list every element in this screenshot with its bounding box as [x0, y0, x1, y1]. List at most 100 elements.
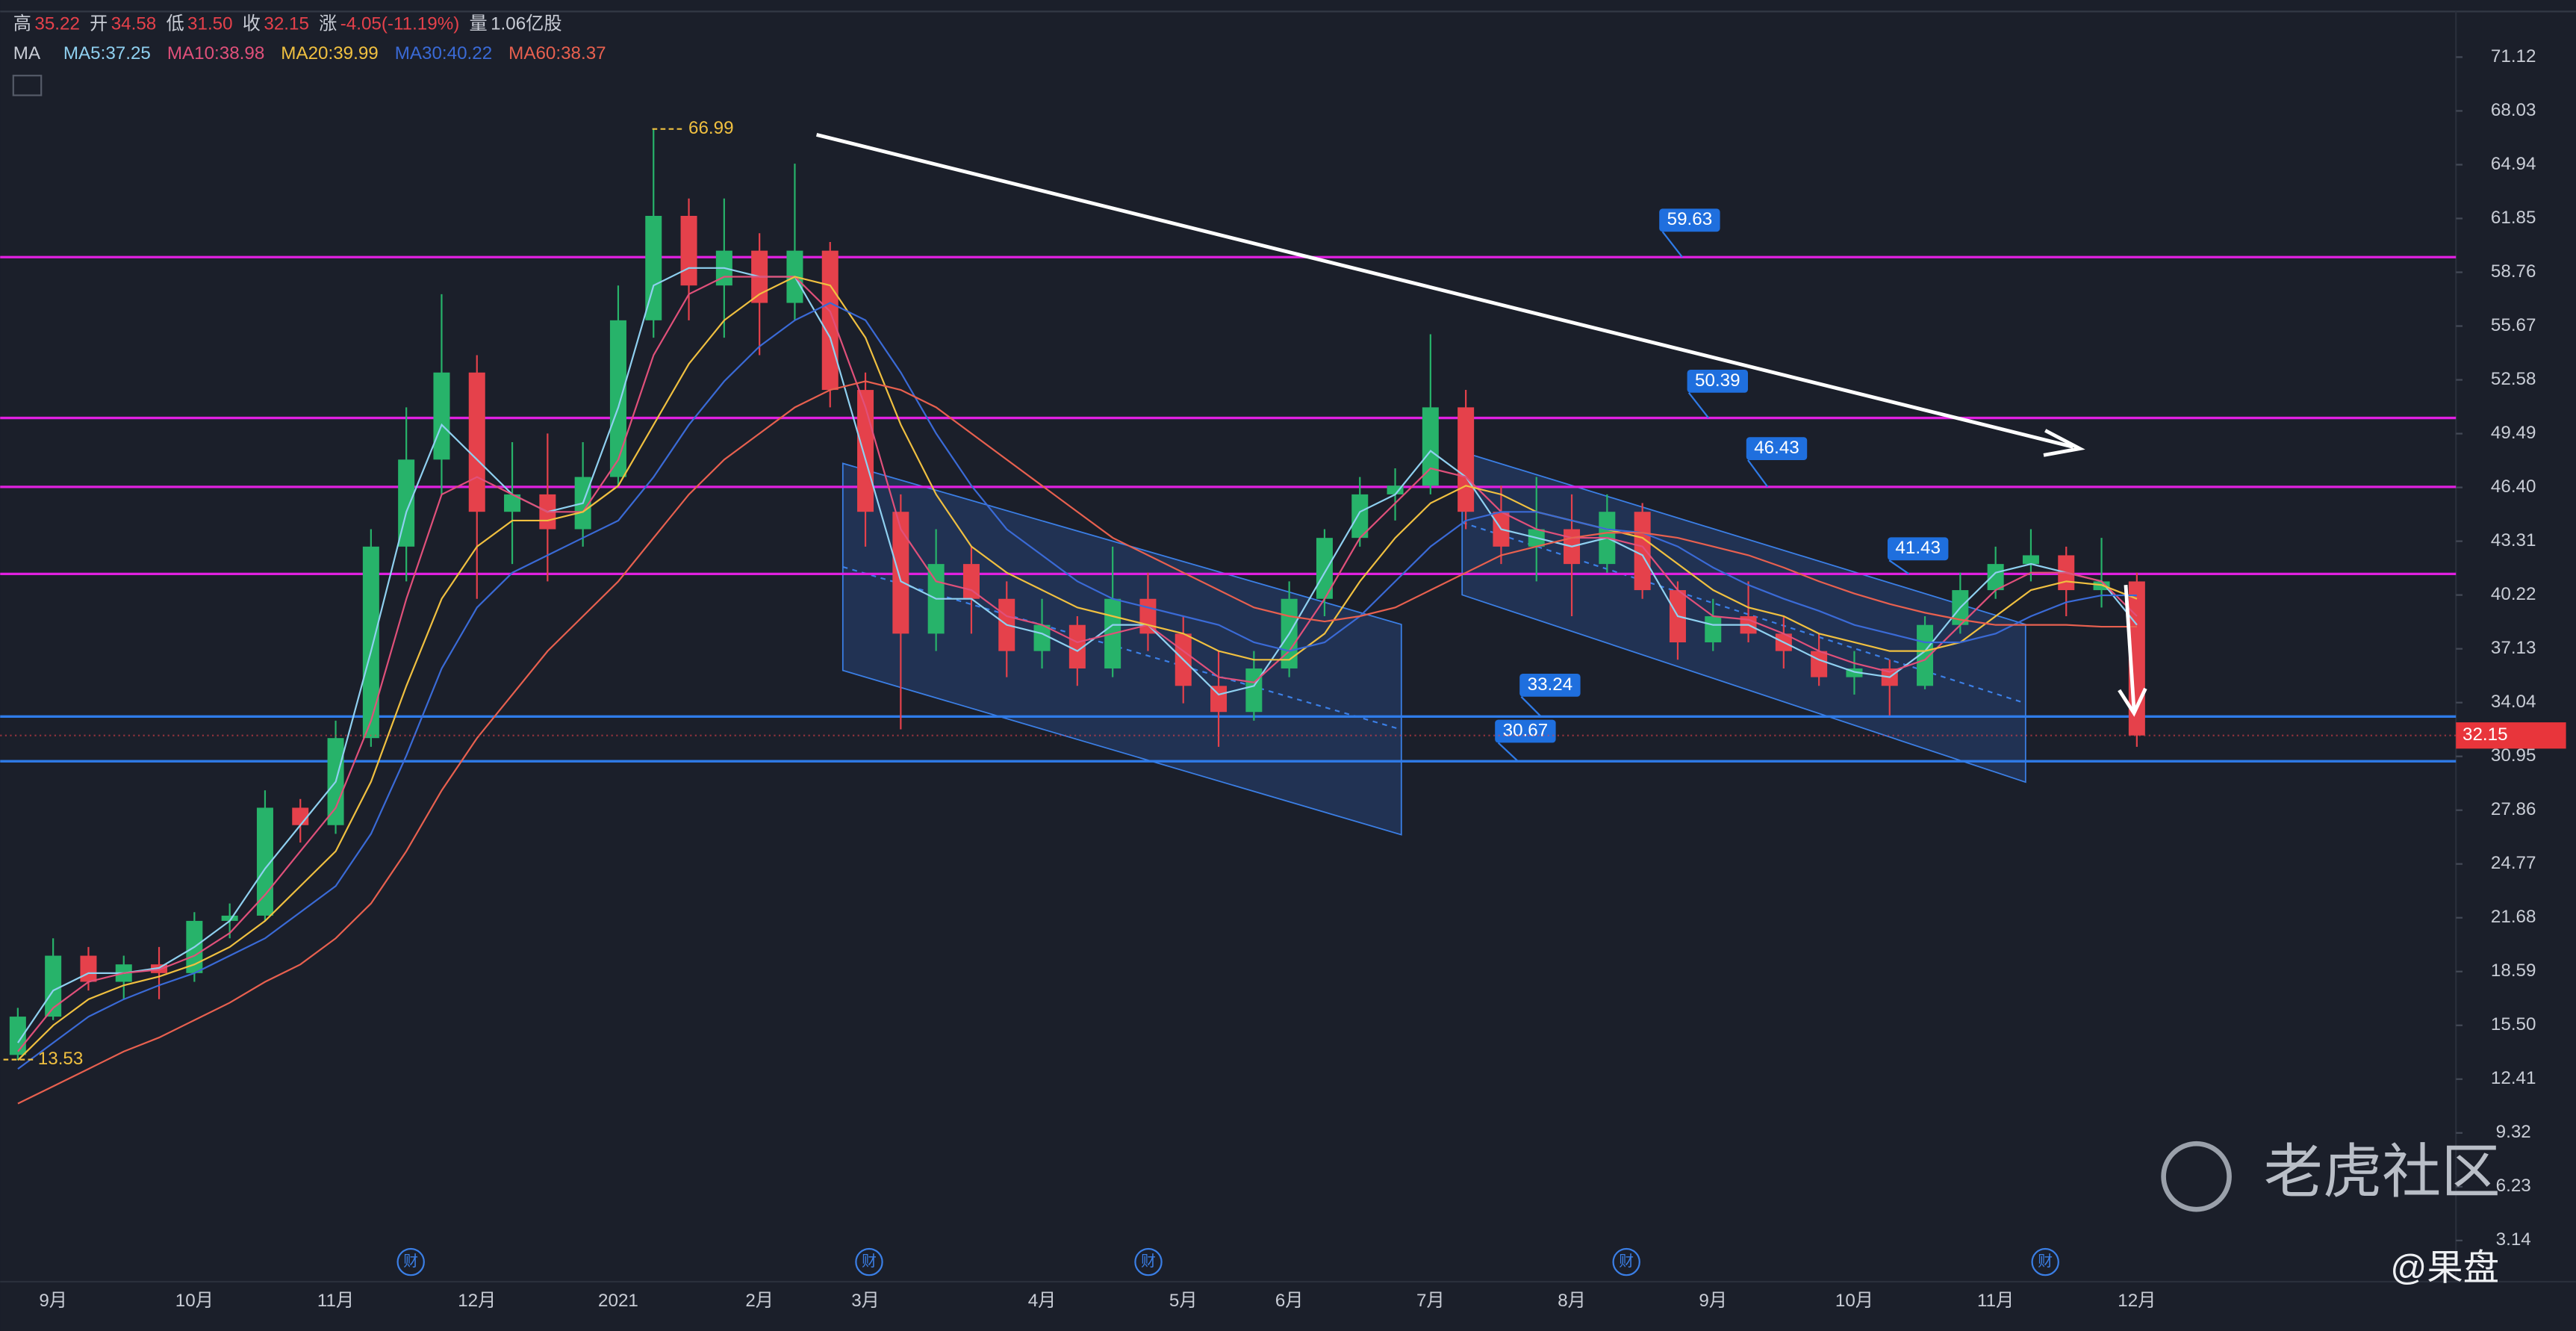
candle-body — [151, 964, 168, 973]
level-tag — [1519, 674, 1581, 697]
y-tick-label: 15.50 — [2491, 1014, 2536, 1034]
event-marker — [396, 1247, 425, 1276]
quote-value: 35.22 — [34, 13, 80, 34]
legend-entry: MA60:38.37 — [508, 43, 606, 63]
author: @果盘 — [2390, 1247, 2499, 1288]
candle-body — [645, 215, 662, 320]
y-tick-label: 55.67 — [2491, 315, 2536, 335]
event-marker — [2031, 1247, 2059, 1276]
watermark: 老虎社区 — [2264, 1138, 2501, 1205]
y-tick-label: 68.03 — [2491, 100, 2536, 120]
candle-body — [1846, 668, 1863, 677]
candle-body — [821, 250, 839, 391]
quote-value: 31.50 — [187, 13, 233, 34]
legend-entry: MA20:39.99 — [281, 43, 378, 63]
y-tick-label: 58.76 — [2491, 261, 2536, 282]
quote-label: 低 — [166, 13, 184, 34]
level-leader — [1888, 559, 1910, 575]
ma-line — [17, 276, 2138, 1061]
x-tick-label: 11月 — [317, 1291, 354, 1311]
high-label: 66.99 — [688, 118, 734, 138]
event-label: 财 — [403, 1253, 418, 1270]
quote-label: 高 — [13, 13, 31, 34]
level-leader — [1520, 696, 1542, 718]
level-label: 59.63 — [1667, 209, 1713, 229]
x-tick-label: 9月 — [1699, 1291, 1727, 1311]
legend-entry: MA30:40.22 — [395, 43, 492, 63]
y-tick-label: 12.41 — [2491, 1068, 2536, 1088]
x-tick-label: 12月 — [458, 1291, 496, 1311]
ma-line — [17, 276, 2138, 1052]
x-tick-label: 10月 — [1835, 1291, 1873, 1311]
legend-entry: MA5:37.25 — [63, 43, 151, 63]
y-tick-label: 18.59 — [2491, 961, 2536, 981]
quote-label: 收 — [243, 13, 261, 34]
y-tick-label: 34.04 — [2491, 692, 2536, 712]
quote-value: 1.06亿股 — [491, 13, 561, 34]
y-tick-label: 61.85 — [2491, 208, 2536, 228]
candle-body — [1316, 538, 1333, 599]
arrow-head — [2043, 429, 2085, 457]
x-tick-label: 12月 — [2118, 1291, 2156, 1311]
level-leader — [1497, 742, 1519, 762]
arrow-head — [2118, 687, 2147, 717]
low-label: 13.53 — [38, 1049, 84, 1069]
x-tick-label: 9月 — [39, 1291, 67, 1311]
ma-label: MA — [13, 43, 41, 63]
collapse-button[interactable] — [12, 75, 43, 96]
level-leader — [1687, 392, 1710, 419]
x-tick-label: 5月 — [1169, 1291, 1198, 1311]
candle-body — [1210, 686, 1228, 713]
level-label: 41.43 — [1895, 538, 1941, 558]
quote-label: 涨 — [319, 13, 337, 34]
candle-body — [292, 807, 309, 825]
quote-value: -4.05(-11.19%) — [340, 13, 460, 34]
event-label: 财 — [2038, 1253, 2053, 1270]
candle-body — [468, 372, 485, 512]
quote-value: 32.15 — [264, 13, 309, 34]
y-tick-label: 43.31 — [2491, 530, 2536, 550]
candle-body — [1422, 407, 1439, 486]
level-label: 30.67 — [1503, 720, 1549, 740]
y-tick-label: 52.58 — [2491, 369, 2536, 389]
x-tick-label: 2月 — [745, 1291, 774, 1311]
candle-body — [398, 459, 415, 547]
level-tag — [1888, 537, 1949, 561]
y-tick-label: 3.14 — [2496, 1229, 2531, 1250]
x-tick-label: 7月 — [1416, 1291, 1445, 1311]
level-label: 33.24 — [1528, 674, 1573, 695]
event-label: 财 — [1619, 1253, 1634, 1270]
candle-body — [892, 512, 909, 634]
y-tick-label: 21.68 — [2491, 907, 2536, 927]
y-tick-label: 64.94 — [2491, 154, 2536, 174]
x-tick-label: 8月 — [1558, 1291, 1586, 1311]
y-tick-label: 71.12 — [2491, 46, 2536, 66]
ma-line — [17, 267, 2138, 1043]
y-tick-label: 9.32 — [2496, 1122, 2531, 1142]
candle-body — [1351, 494, 1369, 539]
y-tick-label: 46.40 — [2491, 477, 2536, 497]
candle-body — [1068, 624, 1086, 668]
channel — [841, 462, 1402, 836]
candle-body — [1917, 624, 1934, 686]
event-label: 财 — [862, 1253, 877, 1270]
candle-body — [609, 320, 626, 477]
candle-body — [45, 955, 62, 1017]
y-tick-label: 30.95 — [2491, 745, 2536, 766]
last-price-label: 32.15 — [2463, 725, 2508, 745]
candle-body — [1245, 668, 1263, 713]
last-price-tag — [2456, 722, 2566, 749]
candle-body — [433, 372, 450, 460]
quote-label: 量 — [469, 13, 487, 34]
quote-value: 34.58 — [111, 13, 157, 34]
trend-arrow — [816, 133, 2074, 449]
level-tag — [1659, 208, 1720, 232]
y-tick-label: 6.23 — [2496, 1176, 2531, 1196]
level-label: 50.39 — [1695, 370, 1740, 391]
x-tick-label: 2021 — [598, 1291, 638, 1311]
candle-body — [221, 915, 238, 921]
x-tick-label: 6月 — [1275, 1291, 1304, 1311]
candle-body — [1987, 564, 2004, 591]
